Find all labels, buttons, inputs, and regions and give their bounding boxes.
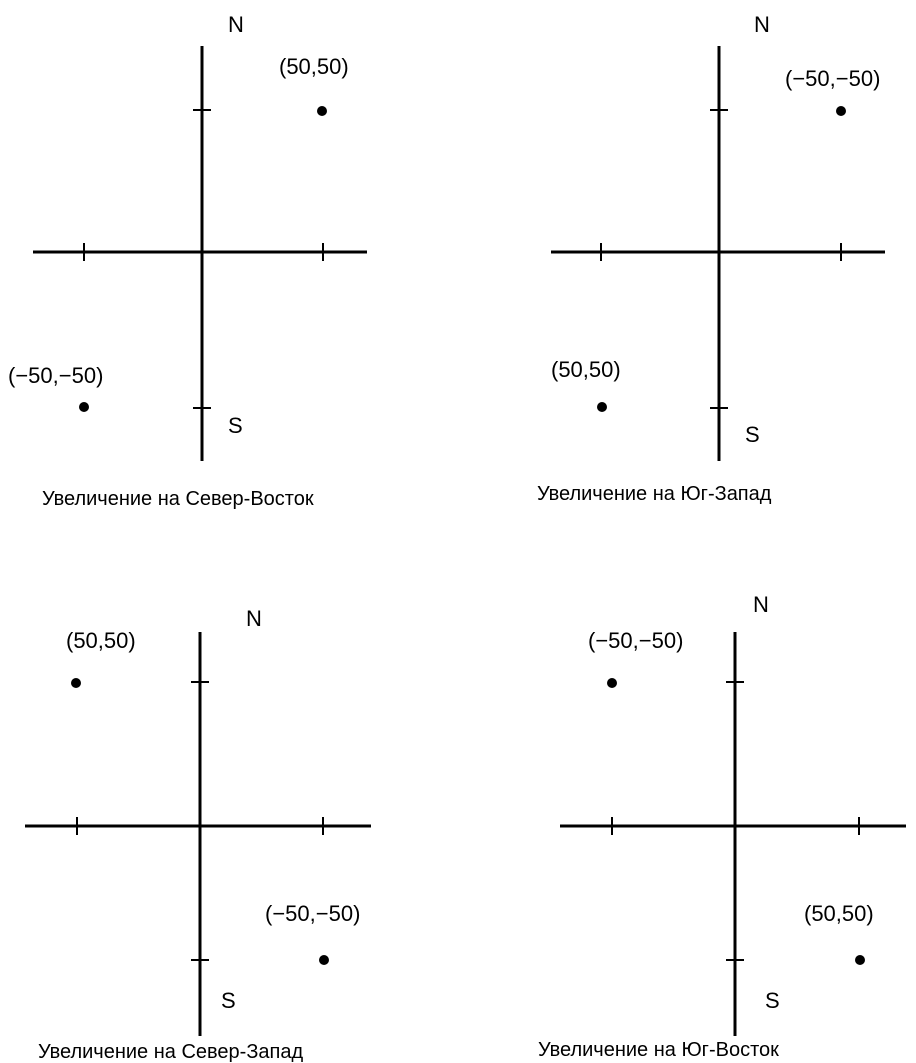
point-marker: [836, 106, 846, 116]
point-label: (50,50): [551, 357, 621, 382]
panel-north-east: N S (50,50) (−50,−50) Увеличение на Севе…: [8, 12, 367, 510]
panel-south-west: N S (−50,−50) (50,50) Увеличение на Юг-З…: [537, 12, 885, 505]
south-label: S: [228, 413, 243, 438]
panel-north-west: N S (50,50) (−50,−50) Увеличение на Севе…: [25, 606, 371, 1063]
point-marker: [317, 106, 327, 116]
panel-caption: Увеличение на Север-Восток: [42, 488, 314, 510]
point-label: (−50,−50): [8, 363, 103, 388]
point-label: (−50,−50): [588, 628, 683, 653]
south-label: S: [745, 422, 760, 447]
north-label: N: [246, 606, 262, 631]
point-marker: [607, 678, 617, 688]
point-label: (−50,−50): [265, 901, 360, 926]
panel-south-east: N S (−50,−50) (50,50) Увеличение на Юг-В…: [538, 592, 906, 1061]
point-marker: [71, 678, 81, 688]
north-label: N: [754, 12, 770, 37]
south-label: S: [765, 988, 780, 1013]
point-marker: [79, 402, 89, 412]
panel-caption: Увеличение на Юг-Запад: [537, 483, 772, 505]
north-label: N: [228, 12, 244, 37]
panel-caption: Увеличение на Юг-Восток: [538, 1039, 779, 1061]
point-marker: [319, 955, 329, 965]
point-label: (50,50): [804, 901, 874, 926]
point-marker: [597, 402, 607, 412]
south-label: S: [221, 988, 236, 1013]
point-label: (−50,−50): [785, 66, 880, 91]
point-label: (50,50): [279, 54, 349, 79]
point-label: (50,50): [66, 628, 136, 653]
north-label: N: [753, 592, 769, 617]
point-marker: [855, 955, 865, 965]
panel-caption: Увеличение на Север-Запад: [38, 1041, 303, 1063]
